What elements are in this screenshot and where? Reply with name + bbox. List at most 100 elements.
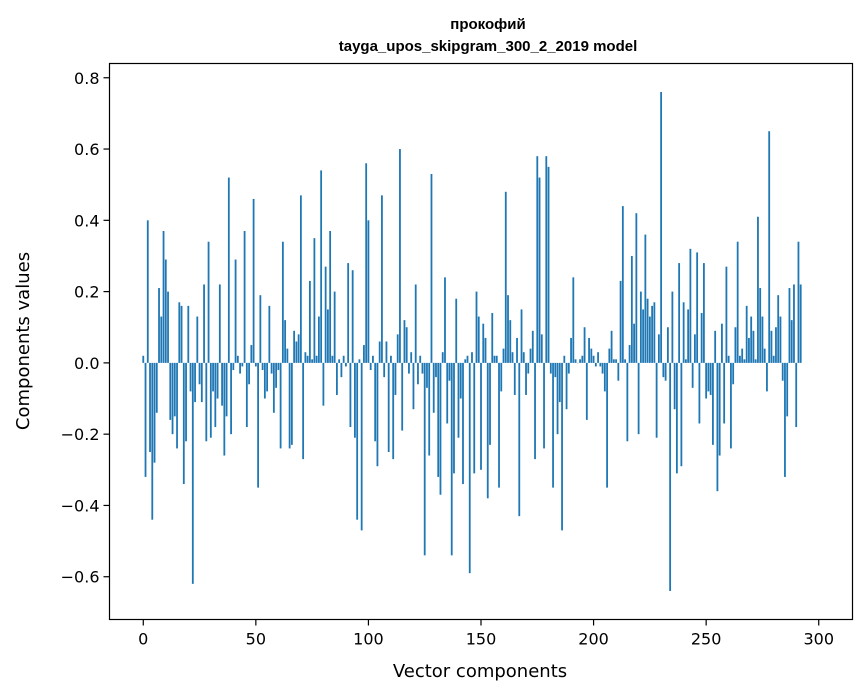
bar: [709, 362, 712, 395]
bar: [419, 355, 422, 363]
x-tick-label: 50: [246, 630, 266, 649]
bar: [583, 327, 586, 363]
bar: [477, 316, 480, 363]
bar: [329, 231, 332, 363]
bar: [516, 337, 518, 363]
bar: [777, 295, 780, 363]
bar: [628, 345, 631, 363]
bar: [405, 327, 408, 363]
bar: [635, 213, 638, 363]
bar: [390, 355, 392, 363]
bar: [277, 362, 280, 371]
bar: [385, 341, 388, 363]
bar: [187, 305, 190, 363]
bar: [608, 348, 611, 363]
bar: [176, 362, 178, 449]
bar: [212, 362, 214, 392]
bar: [209, 362, 212, 438]
bar: [383, 362, 386, 378]
bar: [164, 259, 167, 363]
bar: [779, 316, 782, 363]
y-tick-label: 0.8: [74, 69, 99, 88]
bar: [428, 362, 431, 456]
bar: [739, 355, 741, 363]
bar: [698, 362, 701, 424]
x-tick-label: 150: [466, 630, 497, 649]
bar: [464, 359, 467, 363]
bar: [216, 362, 219, 399]
bar: [336, 362, 338, 395]
y-tick-label: 0.0: [74, 354, 99, 373]
bar: [538, 177, 541, 363]
bar: [392, 362, 395, 460]
bar: [234, 259, 237, 363]
bar: [151, 362, 154, 520]
bar: [734, 327, 737, 363]
chart-subtitle: tayga_upos_skipgram_300_2_2019 model: [339, 38, 638, 55]
bar: [525, 362, 527, 395]
bar: [263, 362, 266, 399]
bar: [748, 337, 750, 363]
bar: [691, 362, 694, 388]
bar: [745, 305, 748, 363]
bar: [554, 362, 557, 378]
bar: [268, 305, 271, 363]
plot-frame: [108, 62, 854, 621]
bar: [513, 362, 516, 395]
bar: [144, 362, 147, 477]
bar: [223, 362, 226, 456]
bar: [200, 362, 203, 403]
bar: [725, 266, 728, 363]
bar: [574, 359, 577, 363]
bar: [522, 352, 525, 363]
bar: [462, 362, 464, 485]
bar: [236, 355, 239, 363]
bar: [180, 305, 183, 363]
bar: [376, 362, 379, 467]
bar: [466, 355, 469, 363]
bar: [317, 316, 320, 363]
bar: [721, 323, 723, 363]
bar: [284, 320, 287, 363]
bar: [279, 362, 282, 449]
bar: [372, 355, 374, 363]
bar: [412, 362, 415, 410]
bar: [781, 362, 784, 381]
bar: [621, 206, 624, 363]
bar: [529, 348, 532, 363]
bar: [727, 355, 730, 363]
bar: [556, 362, 559, 435]
bar: [471, 352, 473, 363]
bar: [450, 362, 453, 556]
y-tick-label: 0.4: [74, 211, 99, 230]
bar: [401, 362, 404, 431]
y-axis-ticks: −0.6 −0.4 −0.2 0.0 0.2 0.4 0.6 0.8: [61, 69, 110, 587]
bar: [520, 309, 523, 363]
bar: [245, 362, 248, 428]
bar: [518, 362, 521, 517]
bar: [495, 355, 498, 363]
bar: [509, 320, 512, 363]
bar: [232, 362, 235, 371]
bar: [306, 355, 309, 363]
bar: [599, 362, 602, 367]
bar: [252, 198, 255, 363]
bar: [552, 362, 554, 488]
bar: [399, 149, 401, 363]
bar: [561, 362, 563, 531]
bar: [743, 359, 746, 363]
bar: [615, 359, 617, 363]
y-tick-label: −0.4: [61, 496, 100, 515]
bar: [669, 362, 672, 591]
bar: [189, 362, 192, 392]
bar: [642, 309, 645, 363]
bar: [302, 362, 305, 460]
bar: [741, 348, 744, 363]
bar: [225, 362, 228, 417]
bar: [360, 362, 363, 531]
bar: [369, 362, 372, 371]
bar: [770, 330, 773, 363]
bar: [603, 362, 606, 392]
bar: [363, 345, 365, 363]
bar: [227, 177, 230, 363]
